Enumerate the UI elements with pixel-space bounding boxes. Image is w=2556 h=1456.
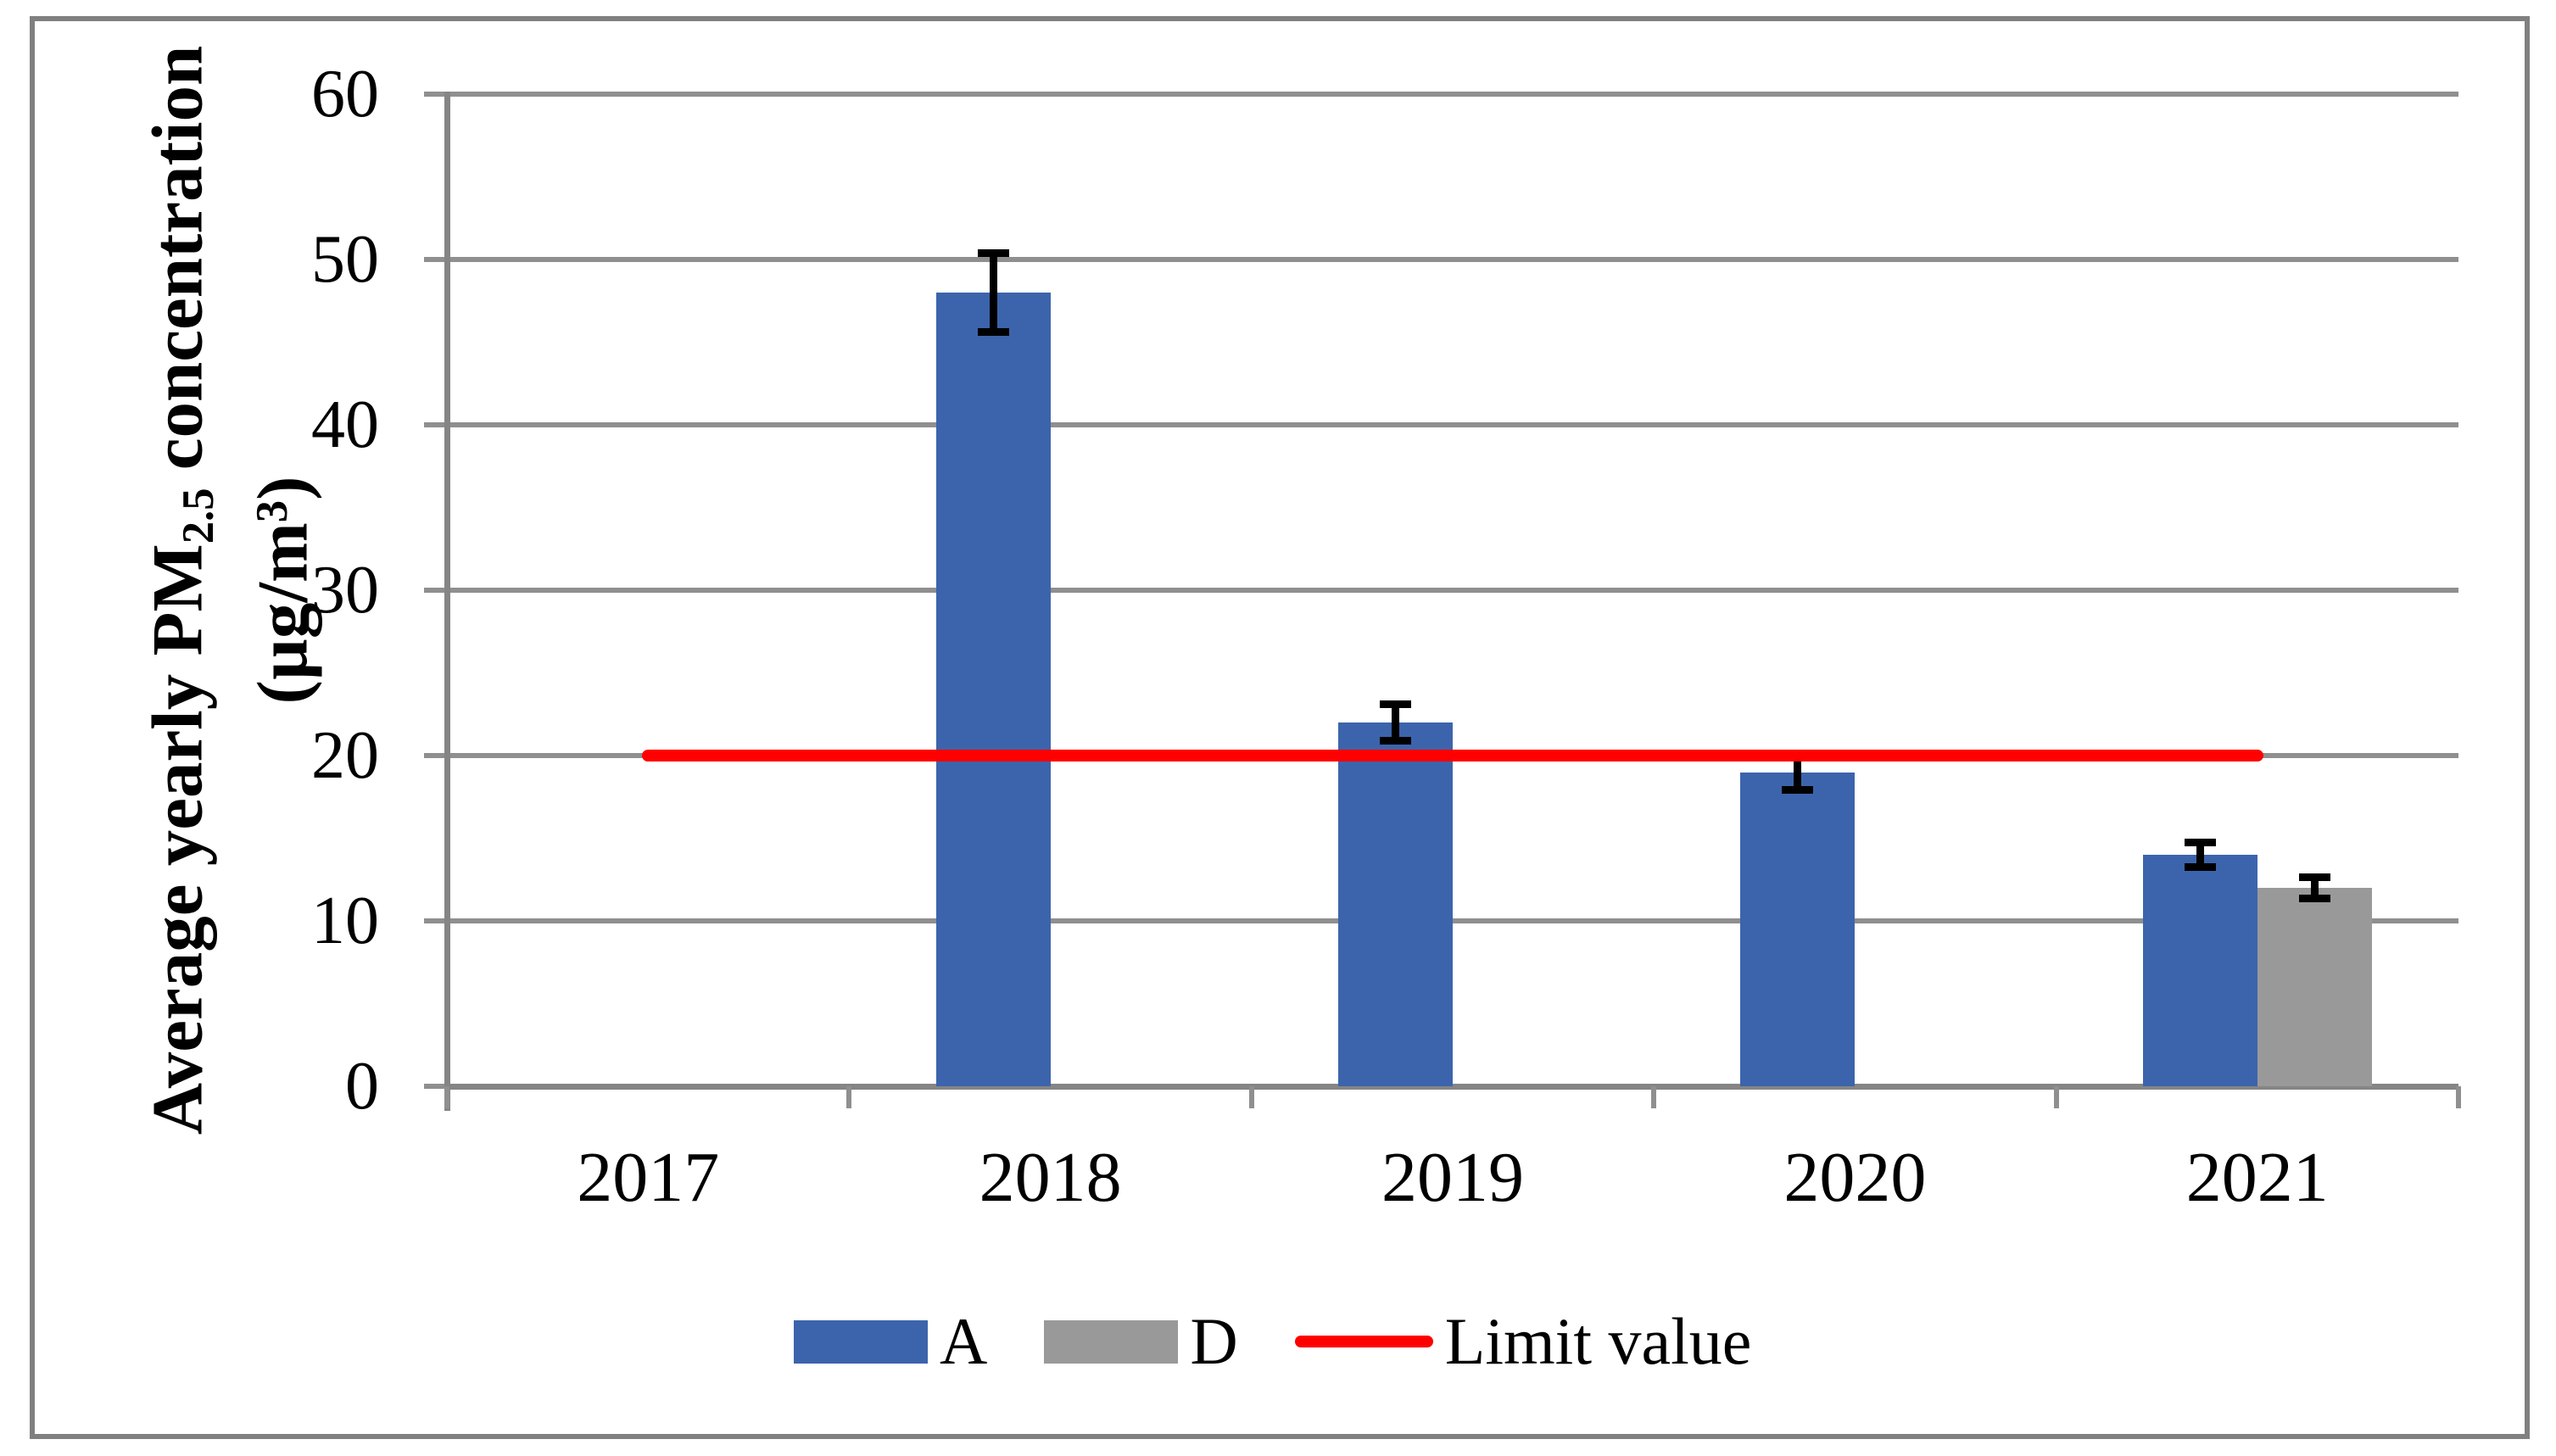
legend-label-series-D: D <box>1190 1304 1238 1378</box>
bar-A-2021 <box>2142 855 2257 1086</box>
y-tick-label-0: 0 <box>345 1049 379 1124</box>
error-bar-cap-top-D-2021 <box>2298 873 2330 881</box>
y-tick-label-20: 20 <box>311 718 379 793</box>
x-tick-mark-5 <box>2456 1086 2461 1108</box>
x-tick-label-2019: 2019 <box>1381 1138 1524 1217</box>
bar-A-2020 <box>1740 772 1856 1086</box>
error-bar-cap-bottom-A-2020 <box>1782 786 1814 795</box>
bar-D-2021 <box>2257 888 2372 1086</box>
bar-A-2018 <box>935 293 1051 1086</box>
legend-swatch-series-D <box>1044 1319 1179 1364</box>
y-tick-mark-0 <box>424 1084 447 1089</box>
y-tick-label-50: 50 <box>311 222 379 297</box>
y-tick-label-30: 30 <box>311 553 379 628</box>
chart-border-frame <box>30 16 2530 1439</box>
y-tick-label-40: 40 <box>311 388 379 462</box>
error-bar-cap-top-A-2018 <box>977 248 1009 257</box>
gridline-y-50 <box>447 257 2458 262</box>
x-tick-label-2021: 2021 <box>2185 1138 2329 1217</box>
x-tick-mark-3 <box>1651 1086 1657 1108</box>
y-tick-mark-40 <box>424 422 447 427</box>
gridline-y-30 <box>447 588 2458 593</box>
error-bar-D-2021 <box>2310 877 2319 899</box>
error-bar-A-2020 <box>1794 754 1802 790</box>
error-bar-A-2021 <box>2196 842 2204 867</box>
error-bar-A-2019 <box>1392 704 1399 741</box>
y-tick-label-10: 10 <box>311 884 379 958</box>
gridline-y-60 <box>447 92 2458 97</box>
x-tick-mark-4 <box>2053 1086 2059 1108</box>
x-tick-label-2020: 2020 <box>1783 1138 1927 1217</box>
legend-swatch-limit-line <box>1294 1336 1433 1347</box>
x-tick-label-2017: 2017 <box>577 1138 720 1217</box>
y-tick-mark-10 <box>424 918 447 923</box>
y-tick-label-60: 60 <box>311 57 379 131</box>
limit-value-line <box>642 750 2263 761</box>
x-axis-baseline <box>447 1084 2458 1090</box>
y-tick-mark-30 <box>424 588 447 593</box>
gridline-y-40 <box>447 422 2458 427</box>
legend: A D Limit value <box>794 1308 1751 1375</box>
y-axis-title-superscript: 3 <box>247 499 297 523</box>
legend-label-series-A: A <box>940 1304 988 1378</box>
y-axis-line <box>444 92 450 1111</box>
x-tick-mark-2 <box>1248 1086 1254 1108</box>
error-bar-cap-bottom-A-2021 <box>2184 863 2216 872</box>
error-bar-cap-bottom-A-2018 <box>977 328 1009 337</box>
y-tick-mark-20 <box>424 753 447 758</box>
x-tick-mark-1 <box>846 1086 852 1108</box>
y-axis-title-subscript: 2.5 <box>173 488 223 544</box>
error-bar-A-2018 <box>989 253 997 332</box>
legend-swatch-series-A <box>794 1319 928 1364</box>
x-tick-label-2018: 2018 <box>979 1138 1122 1217</box>
error-bar-cap-bottom-A-2019 <box>1380 736 1411 745</box>
error-bar-cap-top-A-2019 <box>1380 700 1411 709</box>
gridline-y-10 <box>447 918 2458 923</box>
bar-A-2019 <box>1338 722 1453 1086</box>
y-tick-mark-50 <box>424 257 447 262</box>
legend-label-limit-line: Limit value <box>1444 1304 1752 1378</box>
x-tick-mark-0 <box>444 1086 449 1108</box>
error-bar-cap-bottom-D-2021 <box>2298 895 2330 903</box>
y-tick-mark-60 <box>424 92 447 97</box>
error-bar-cap-top-A-2021 <box>2184 838 2216 846</box>
